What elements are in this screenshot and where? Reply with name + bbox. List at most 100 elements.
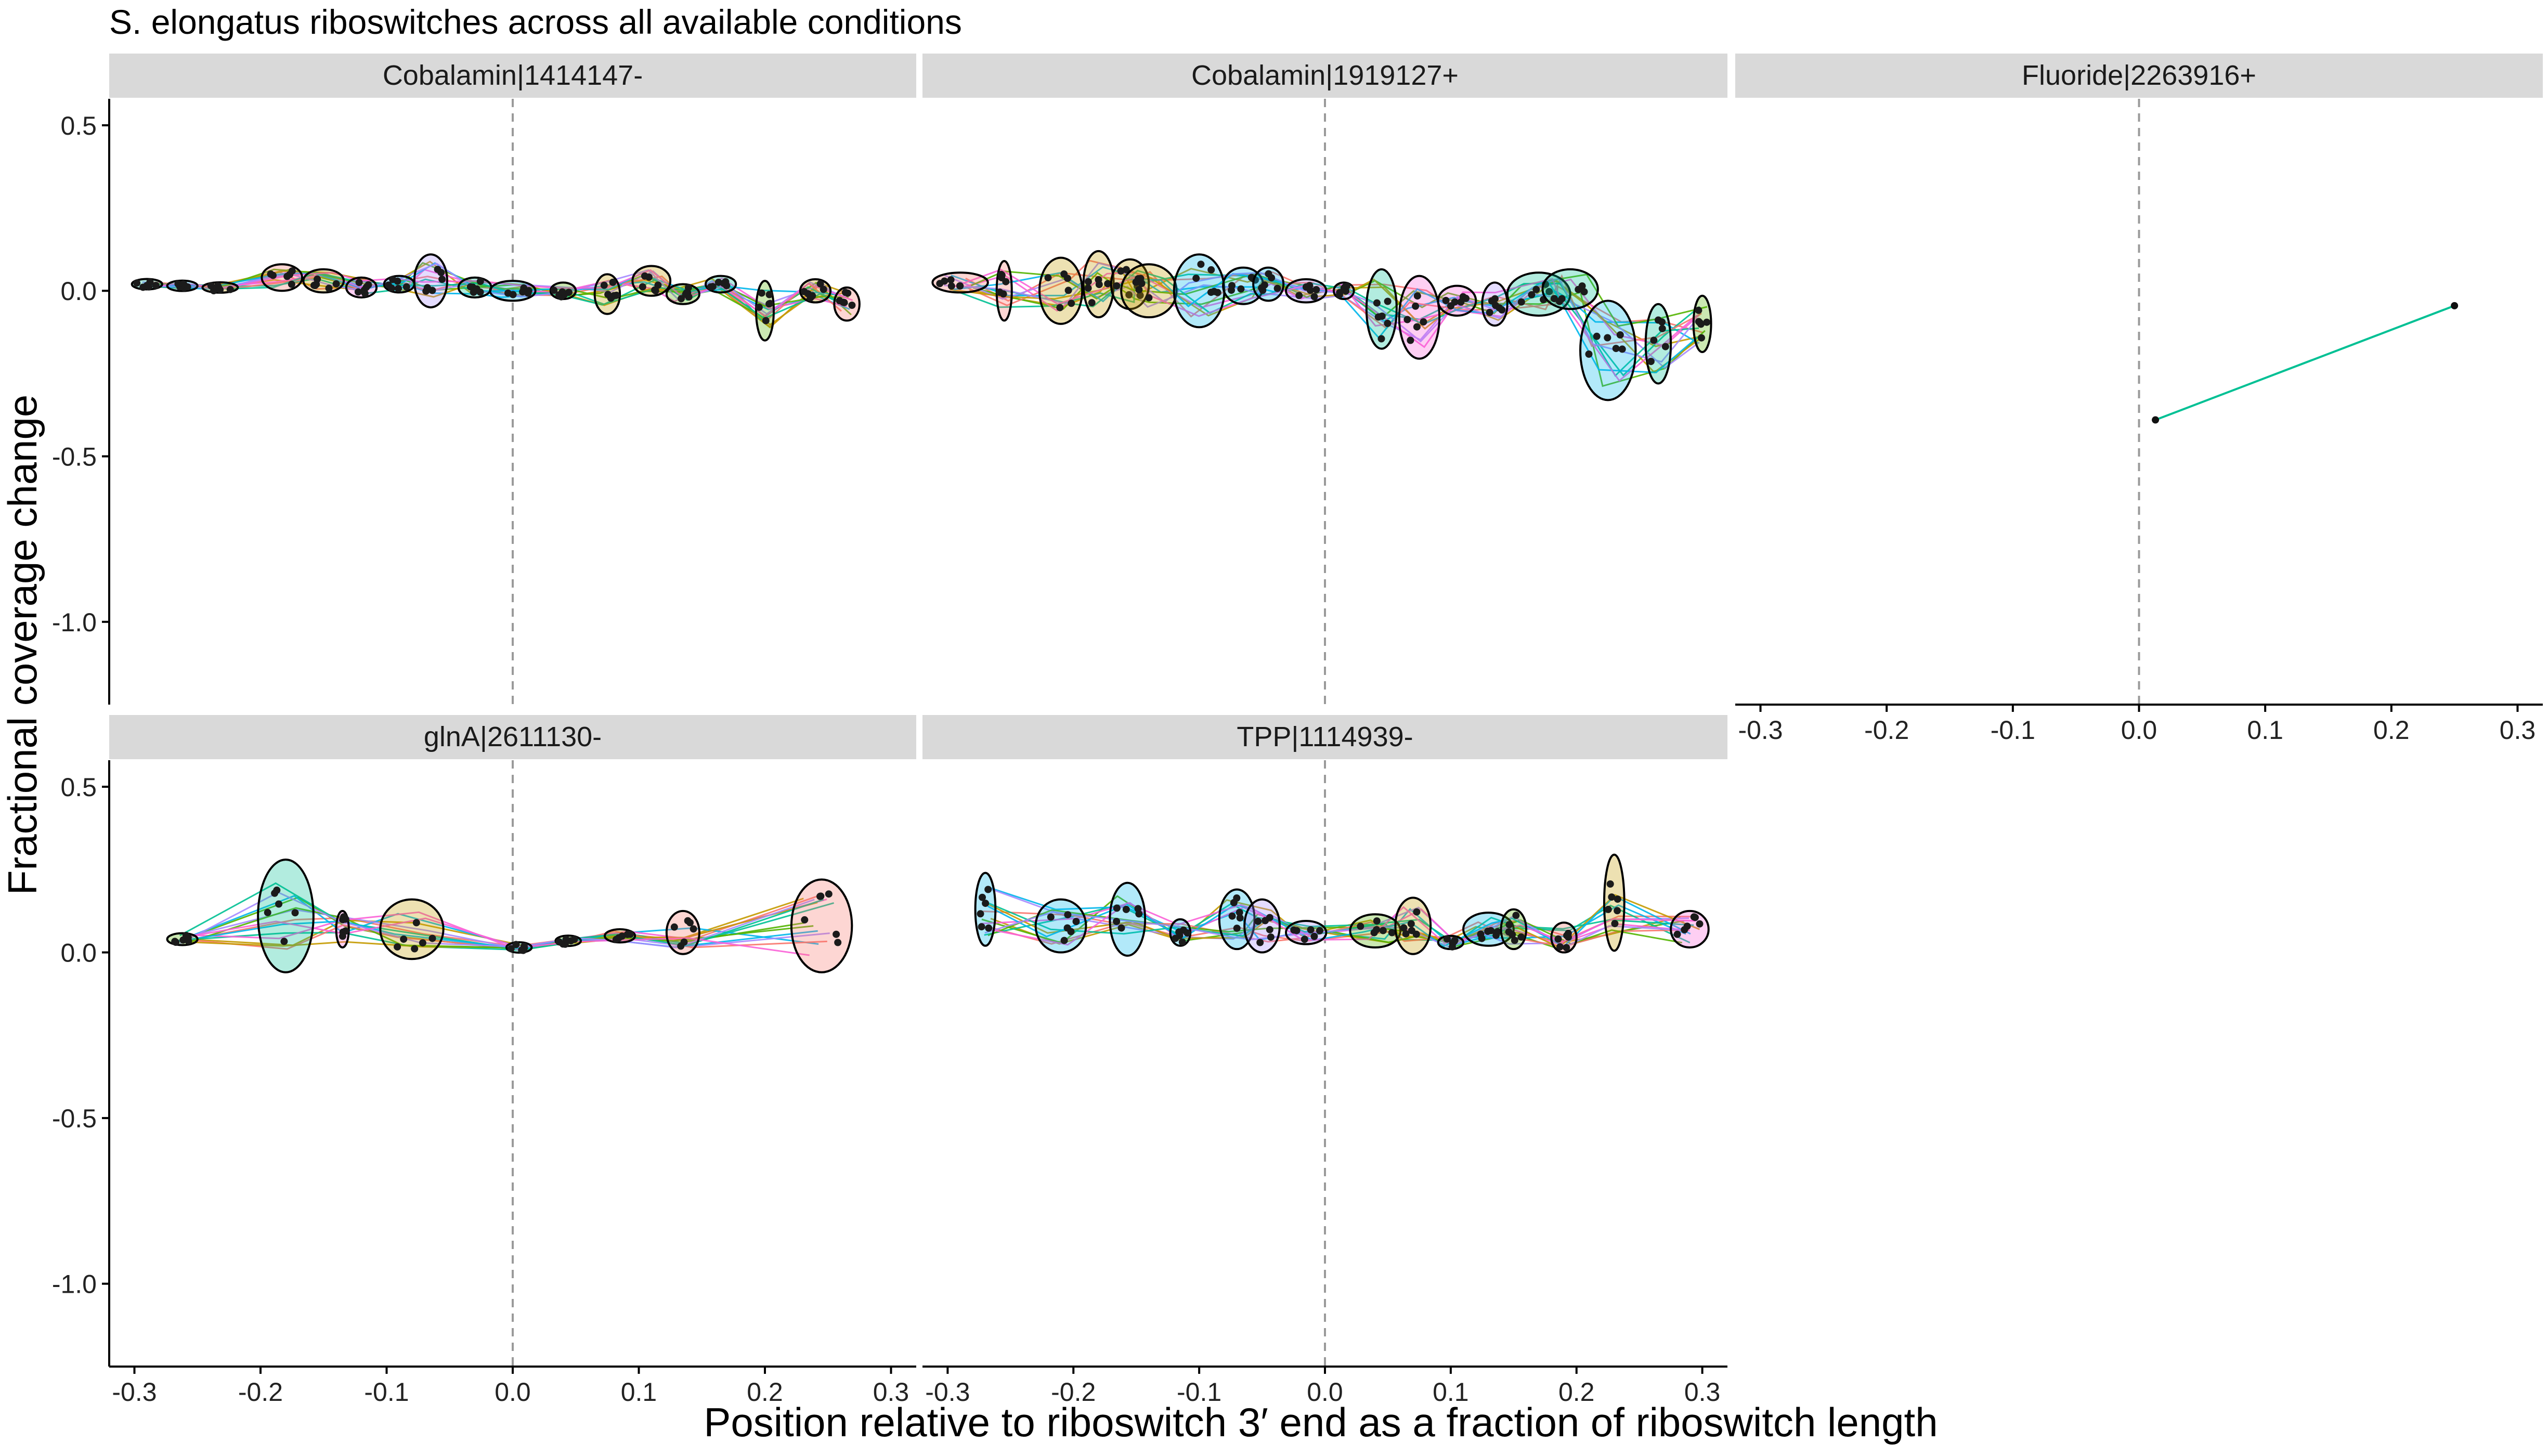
facet-strip: [109, 54, 916, 98]
data-point: [1104, 280, 1112, 288]
data-point: [816, 892, 824, 900]
data-point: [623, 930, 631, 938]
data-point: [438, 276, 446, 283]
data-point: [607, 294, 615, 302]
data-point: [354, 288, 362, 296]
data-point: [997, 270, 1005, 278]
data-point: [1388, 929, 1396, 937]
data-point: [1293, 927, 1301, 934]
data-point: [833, 930, 840, 938]
data-point: [1113, 918, 1121, 925]
data-point: [1064, 275, 1071, 282]
data-point: [1462, 294, 1470, 302]
data-point: [412, 919, 420, 927]
data-point: [519, 288, 527, 296]
data-point: [678, 295, 685, 303]
data-point: [1505, 928, 1513, 936]
data-point: [1084, 284, 1092, 292]
data-point: [825, 890, 833, 898]
data-point: [613, 291, 620, 299]
data-point: [411, 945, 419, 953]
data-point: [1373, 926, 1381, 933]
cluster-ellipse: [1285, 278, 1328, 304]
data-point: [800, 288, 808, 295]
data-point: [1088, 299, 1096, 307]
data-point: [682, 290, 690, 298]
x-tick-label: 0.0: [1307, 1377, 1343, 1407]
data-point: [1258, 284, 1266, 292]
facet-strip: [922, 54, 1727, 98]
data-point: [690, 925, 697, 933]
data-point: [1545, 288, 1553, 295]
data-point: [1608, 893, 1616, 901]
x-axis-label: Position relative to riboswitch 3′ end a…: [704, 1399, 1938, 1445]
facet-strip-label: Cobalamin|1919127+: [1191, 60, 1459, 91]
data-point: [226, 285, 234, 293]
data-point: [1192, 275, 1200, 282]
data-point: [1236, 908, 1243, 916]
data-point: [1412, 302, 1420, 310]
data-point: [512, 941, 520, 948]
data-point: [1532, 285, 1540, 293]
data-point: [275, 900, 283, 908]
data-point: [1178, 938, 1186, 946]
data-point: [207, 282, 215, 290]
data-point: [615, 934, 622, 942]
data-point: [1374, 313, 1382, 321]
y-tick-label: -0.5: [52, 1104, 97, 1133]
data-point: [1580, 288, 1588, 296]
data-point: [1505, 921, 1513, 929]
facet-strip-label: glnA|2611130-: [424, 721, 602, 752]
x-tick-label: -0.3: [1738, 716, 1783, 745]
data-point: [1556, 943, 1564, 951]
data-point: [314, 275, 321, 283]
facet-panel: Cobalamin|1414147- 0.5 0.0 -0.5 -1.0: [52, 54, 916, 705]
data-point: [1228, 282, 1236, 290]
data-point: [1172, 934, 1179, 942]
data-point: [473, 285, 480, 293]
data-point: [1511, 937, 1518, 944]
data-point: [133, 279, 141, 287]
x-tick-label: 0.1: [2247, 716, 2283, 745]
data-point: [339, 916, 347, 924]
data-point: [677, 942, 685, 950]
cluster-ellipse: [974, 872, 997, 947]
data-point: [269, 271, 277, 279]
data-point: [509, 291, 517, 298]
data-point: [1267, 933, 1275, 941]
data-point: [1197, 261, 1205, 268]
data-point: [394, 277, 401, 285]
data-point: [1695, 306, 1702, 314]
data-point: [1661, 343, 1669, 350]
data-point: [325, 284, 333, 292]
x-tick-label: -0.2: [1051, 1377, 1096, 1407]
data-point: [1301, 935, 1308, 943]
data-point: [1484, 928, 1492, 935]
data-point: [1407, 336, 1414, 344]
x-tick-label: 0.2: [1558, 1377, 1595, 1407]
data-point: [1563, 944, 1570, 952]
x-tick-label: -0.2: [238, 1377, 283, 1407]
cluster-ellipse: [1603, 853, 1626, 952]
data-point: [1614, 907, 1621, 915]
data-point: [984, 886, 992, 893]
y-tick-label: -1.0: [52, 1270, 97, 1299]
data-point: [1554, 935, 1562, 943]
data-point: [1696, 920, 1704, 928]
data-point: [283, 272, 291, 280]
data-point: [1612, 345, 1620, 353]
data-point: [1650, 336, 1658, 344]
data-point: [941, 277, 948, 285]
series-line: [2155, 305, 2455, 421]
data-point: [215, 284, 223, 291]
data-point: [1145, 294, 1153, 302]
data-point: [419, 939, 426, 947]
data-point: [1517, 298, 1525, 306]
x-tick-label: -0.1: [1991, 716, 2035, 745]
data-point: [977, 910, 984, 918]
data-point: [394, 943, 401, 951]
data-point: [1122, 905, 1130, 913]
data-point: [1420, 318, 1427, 326]
data-point: [1002, 278, 1010, 285]
